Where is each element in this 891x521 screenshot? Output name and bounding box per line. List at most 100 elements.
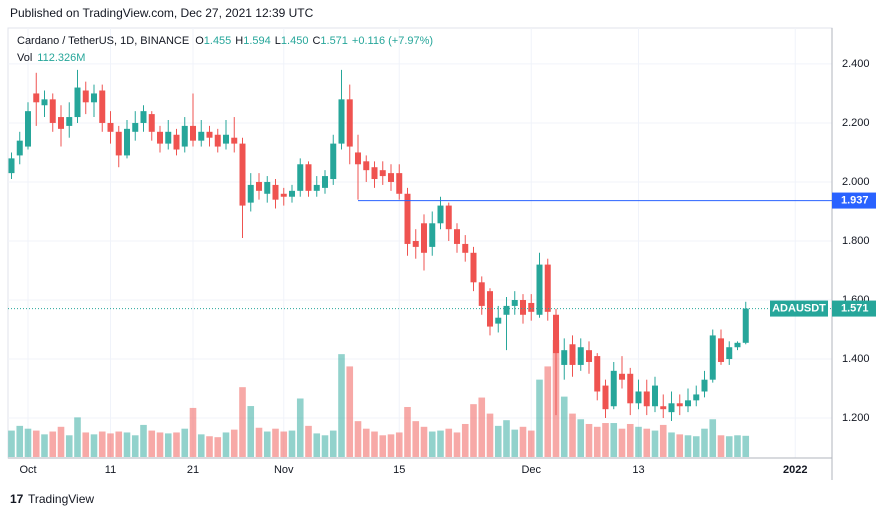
- candle-body: [289, 190, 295, 197]
- volume-bar: [725, 436, 733, 457]
- candle-body: [594, 356, 601, 392]
- volume-bar: [49, 431, 57, 457]
- x-tick-label: Nov: [274, 464, 294, 476]
- candle-body: [520, 300, 526, 315]
- candle-body: [256, 181, 262, 191]
- volume-bar: [635, 426, 642, 457]
- candle-body: [115, 131, 122, 156]
- legend-value: 1.571: [320, 35, 348, 47]
- volume-bar: [569, 413, 576, 457]
- volume-bar: [461, 423, 469, 457]
- candle-body: [346, 99, 353, 147]
- price-label: 1.571: [841, 302, 869, 314]
- volume-bar: [123, 432, 131, 457]
- candle-body: [165, 131, 172, 144]
- legend-value: 1.455: [204, 35, 232, 47]
- candle-body: [619, 373, 625, 380]
- volume-bar: [709, 419, 717, 457]
- y-tick-label: 2.400: [842, 58, 870, 70]
- legend-value: 1.450: [281, 35, 309, 47]
- volume-bar: [445, 428, 453, 457]
- volume-bar: [470, 404, 477, 457]
- volume-bar: [131, 435, 139, 457]
- candle-body: [412, 240, 419, 247]
- candle-body: [577, 347, 584, 365]
- candle-body: [561, 350, 568, 365]
- volume-bar: [453, 432, 461, 457]
- candle-body: [223, 134, 229, 144]
- volume-value: 112.326M: [37, 52, 85, 64]
- legend-letter: L: [275, 35, 281, 47]
- published: Published on TradingView.com, Dec 27, 20…: [10, 6, 314, 20]
- candle-body: [322, 176, 328, 188]
- volume-title: Vol: [17, 52, 32, 64]
- candle-body: [470, 252, 477, 283]
- candle-body: [569, 344, 576, 365]
- x-tick-label: 2022: [783, 464, 807, 476]
- volume-bar: [577, 419, 585, 457]
- candle-body: [610, 370, 617, 407]
- volume-bar: [247, 406, 255, 457]
- candle-body: [396, 173, 403, 194]
- volume-bar: [98, 431, 106, 457]
- volume-bar: [206, 436, 213, 457]
- volume-bar: [338, 354, 345, 457]
- volume-bar: [362, 428, 370, 457]
- volume-bar: [32, 430, 40, 457]
- volume-bar: [437, 430, 444, 457]
- volume-bar: [478, 397, 486, 457]
- candle-body: [478, 282, 485, 306]
- volume-bar: [742, 435, 750, 457]
- volume-bar: [280, 431, 288, 457]
- candle-body: [660, 406, 667, 410]
- x-tick-label: 13: [632, 464, 644, 476]
- candle-body: [66, 117, 73, 126]
- candle-body: [437, 205, 444, 224]
- volume-bar: [544, 366, 552, 457]
- legend-letter: H: [235, 35, 243, 47]
- ticker-label: ADAUSDT: [772, 302, 826, 314]
- volume-bar: [371, 431, 378, 457]
- candle-body: [511, 300, 518, 306]
- volume-bar: [313, 433, 321, 457]
- candle-body: [82, 90, 89, 103]
- candle-body: [58, 117, 64, 129]
- candle-body: [107, 122, 114, 132]
- candle-body: [371, 167, 378, 180]
- candle-body: [206, 131, 213, 138]
- candle-body: [49, 99, 56, 123]
- volume-bar: [593, 426, 601, 457]
- volume-bar: [115, 431, 123, 457]
- volume-bar: [214, 437, 222, 457]
- volume-bar: [527, 430, 535, 457]
- volume-bar: [296, 398, 304, 457]
- volume-bar: [585, 423, 593, 457]
- volume-bar: [321, 435, 329, 457]
- candle-body: [41, 99, 48, 106]
- volume-bar: [395, 432, 403, 457]
- volume-bar: [602, 423, 609, 457]
- candle-body: [231, 137, 238, 144]
- candle-body: [148, 114, 155, 132]
- candle-body: [124, 128, 130, 156]
- candle-body: [718, 338, 724, 362]
- level-tag: [832, 192, 876, 209]
- legend-change: +0.116 (+7.97%): [352, 35, 433, 47]
- volume-bar: [197, 434, 205, 457]
- x-tick-label: Dec: [521, 464, 541, 476]
- volume-bar: [288, 430, 296, 457]
- volume-bar: [511, 429, 519, 457]
- candle-body: [553, 314, 559, 354]
- candle-body: [388, 173, 394, 182]
- candle-body: [701, 379, 708, 392]
- volume-bar: [181, 428, 189, 457]
- volume-bar: [420, 426, 428, 457]
- legend: Cardano / TetherUS, 1D, BINANCE O1.455 H1.…: [17, 35, 433, 47]
- x-tick-label: 11: [105, 464, 116, 476]
- volume-bar: [173, 432, 180, 457]
- candle-body: [454, 229, 460, 244]
- volume-bar: [57, 426, 65, 457]
- level-label: 1.937: [841, 194, 869, 206]
- volume-bar: [24, 428, 32, 457]
- volume-bar: [404, 406, 411, 457]
